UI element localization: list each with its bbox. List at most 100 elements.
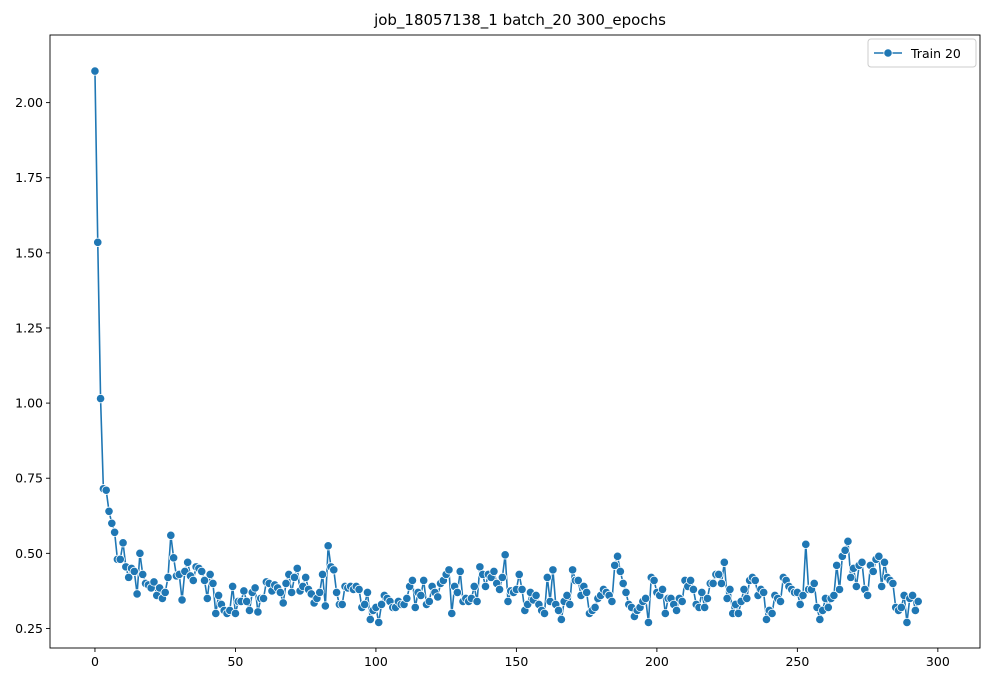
data-point — [138, 569, 148, 579]
data-point — [93, 237, 103, 247]
data-point — [641, 593, 651, 604]
data-point — [688, 584, 699, 595]
y-tick-label: 0.50 — [15, 546, 43, 561]
data-point — [832, 560, 842, 570]
y-tick-label: 0.25 — [15, 621, 43, 636]
x-tick-label: 300 — [926, 654, 950, 669]
data-point — [657, 584, 668, 595]
x-tick-label: 150 — [504, 654, 528, 669]
data-point — [329, 565, 339, 575]
data-point — [907, 590, 918, 601]
data-point — [863, 590, 873, 601]
x-tick-label: 50 — [227, 654, 243, 669]
data-point — [472, 596, 482, 607]
data-point — [433, 592, 443, 602]
data-point — [228, 581, 238, 592]
data-point — [677, 596, 687, 607]
data-point — [815, 614, 825, 625]
data-point — [795, 599, 805, 610]
data-point — [250, 583, 260, 593]
data-point — [874, 551, 884, 561]
data-point — [253, 607, 263, 617]
data-point — [610, 560, 620, 570]
data-point — [315, 587, 325, 598]
data-point — [95, 393, 106, 404]
data-point — [615, 566, 625, 576]
data-point — [759, 587, 769, 598]
data-point — [244, 605, 255, 616]
plot-frame — [49, 34, 981, 649]
data-point — [649, 575, 659, 585]
data-point — [402, 593, 412, 604]
data-point — [671, 605, 682, 616]
data-point — [497, 572, 507, 582]
data-point — [135, 548, 145, 558]
data-point — [101, 485, 111, 495]
data-point — [199, 575, 210, 585]
legend-marker-swatch — [883, 48, 893, 58]
data-point — [809, 578, 819, 588]
data-point — [104, 506, 114, 516]
data-point — [424, 596, 434, 607]
data-point — [292, 563, 302, 573]
data-point — [750, 575, 760, 585]
data-point — [281, 578, 291, 588]
y-tick-label: 2.00 — [15, 95, 43, 110]
data-point — [177, 595, 187, 605]
y-tick-label: 1.50 — [15, 245, 43, 260]
data-point — [163, 572, 173, 582]
data-point — [700, 602, 710, 613]
data-point — [562, 590, 572, 601]
legend: Train 20 — [867, 38, 977, 68]
data-point — [354, 584, 364, 595]
data-point — [913, 596, 923, 607]
data-point — [407, 575, 418, 585]
data-point — [834, 584, 845, 595]
data-point — [289, 572, 300, 582]
data-point — [362, 587, 373, 598]
data-point — [115, 554, 125, 564]
data-point — [258, 593, 269, 604]
data-point — [447, 608, 457, 619]
data-point — [621, 587, 631, 598]
data-point — [840, 545, 850, 555]
data-point — [556, 614, 566, 625]
data-point — [287, 587, 297, 598]
series-layer — [90, 66, 923, 628]
data-point — [500, 550, 510, 560]
data-point — [531, 590, 541, 601]
data-point — [539, 608, 550, 619]
data-point — [301, 572, 311, 582]
data-point — [868, 566, 878, 576]
data-point — [211, 608, 221, 619]
data-point — [643, 617, 654, 628]
data-point — [548, 565, 558, 575]
data-point — [489, 566, 499, 576]
data-point — [567, 565, 578, 575]
data-point — [183, 557, 193, 567]
data-point — [365, 614, 375, 625]
data-point — [160, 587, 170, 598]
axes: 0 50 100 150 200 250 300 0.25 0.50 0.75 1.00 1.25 1.… — [15, 34, 981, 669]
data-point — [188, 575, 198, 585]
data-point — [879, 557, 890, 567]
data-point — [197, 566, 207, 576]
data-point — [851, 581, 861, 592]
data-point — [166, 530, 176, 540]
data-point — [823, 602, 833, 613]
data-point — [590, 602, 600, 613]
data-point — [202, 593, 212, 604]
data-point — [124, 572, 134, 582]
data-point — [910, 605, 920, 616]
data-point — [118, 538, 128, 548]
data-point — [230, 608, 241, 619]
data-point — [275, 587, 285, 598]
data-point — [410, 602, 420, 613]
data-point — [801, 539, 811, 549]
data-point — [278, 598, 288, 608]
data-point — [360, 599, 370, 610]
data-point — [542, 572, 552, 582]
data-point — [618, 578, 628, 588]
data-point — [107, 518, 117, 528]
x-tick-label: 250 — [785, 654, 809, 669]
